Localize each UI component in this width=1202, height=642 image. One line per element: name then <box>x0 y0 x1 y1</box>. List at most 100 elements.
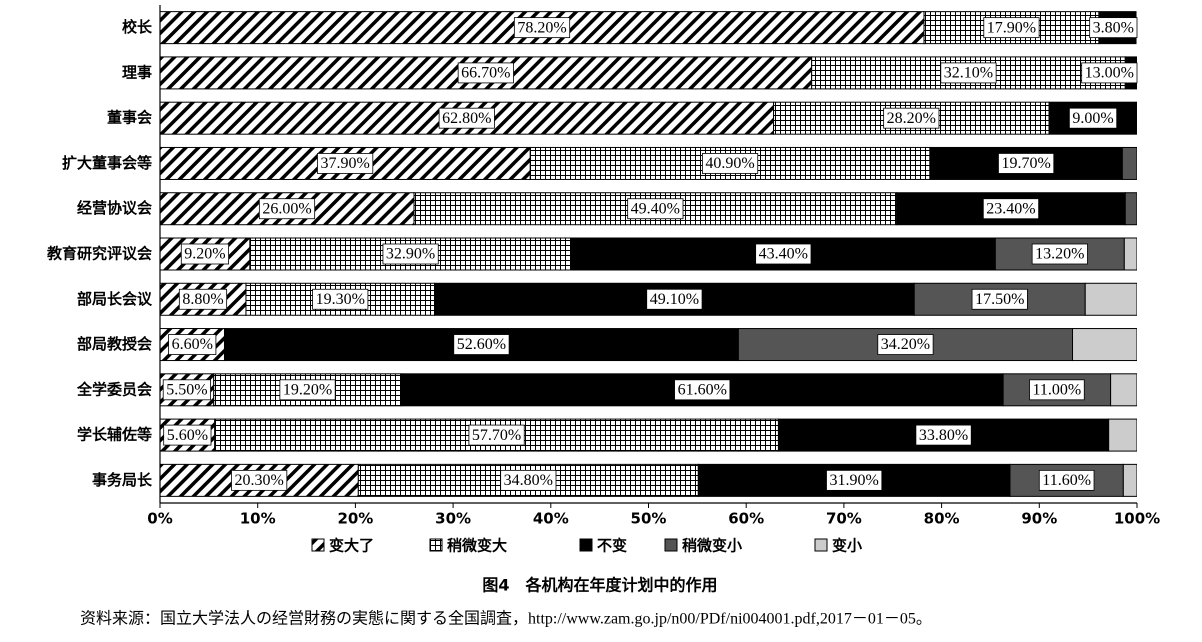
value-label: 49.40% <box>631 200 680 217</box>
value-label: 62.80% <box>442 110 491 127</box>
value-label-bg <box>258 198 316 220</box>
bar-segment <box>160 56 813 90</box>
value-label-bg <box>231 469 288 491</box>
y-tick-label: 部局教授会 <box>77 335 152 353</box>
legend-swatch <box>664 538 678 552</box>
value-label: 17.90% <box>987 19 1036 36</box>
bar-segment <box>1122 463 1137 497</box>
value-label: 37.90% <box>320 155 369 172</box>
plot-area <box>160 11 1137 497</box>
y-tick-label: 学长辅佐等 <box>77 426 152 444</box>
value-label: 28.20% <box>887 110 936 127</box>
value-label-bg <box>877 334 934 355</box>
x-tick-label: 80% <box>924 510 960 528</box>
value-label: 13.20% <box>1035 246 1084 263</box>
value-label-bg <box>755 243 812 265</box>
value-label-bg <box>178 288 228 310</box>
value-label-bg <box>513 17 571 39</box>
y-tick-label: 理事 <box>122 63 152 81</box>
y-tick-label: 全学委员会 <box>76 380 152 398</box>
value-label: 5.50% <box>166 381 207 398</box>
value-label-bg <box>500 469 557 491</box>
value-label-bg <box>674 379 731 401</box>
value-label-bg <box>312 288 369 310</box>
legend-swatch <box>429 538 443 552</box>
value-label-bg <box>382 243 439 265</box>
bar-segment <box>1084 282 1137 316</box>
value-label: 6.60% <box>172 336 213 353</box>
x-tick-label: 30% <box>435 510 471 528</box>
y-tick-label: 教育研究评议会 <box>46 245 152 263</box>
bar-segment <box>160 282 247 316</box>
bar-segment <box>357 463 699 497</box>
value-label: 52.60% <box>457 336 506 353</box>
value-label: 31.90% <box>829 472 878 489</box>
value-label: 11.00% <box>1033 381 1082 398</box>
value-label-bg <box>163 424 212 446</box>
value-label: 3.80% <box>1093 19 1134 36</box>
chart-title: 图4 各机构在年度计划中的作用 <box>482 576 717 595</box>
y-tick-label: 校长 <box>122 18 153 36</box>
y-tick-label: 事务局长 <box>92 471 153 489</box>
value-label-bg <box>982 198 1040 220</box>
x-tick-label: 0% <box>147 510 172 528</box>
value-label: 49.10% <box>650 291 699 308</box>
value-label: 32.10% <box>944 65 993 82</box>
bar-segment <box>1124 192 1137 226</box>
value-label: 9.20% <box>184 246 225 263</box>
bar-segment <box>1121 146 1137 180</box>
bar-segment <box>1009 463 1124 497</box>
value-label-bg <box>983 17 1040 39</box>
bar-segment <box>1072 328 1137 362</box>
value-label: 33.80% <box>919 427 968 444</box>
value-label-bg <box>883 107 940 129</box>
value-label-bg <box>279 379 336 401</box>
value-label-bg <box>453 334 510 355</box>
x-tick-label: 20% <box>337 510 373 528</box>
y-tick-label: 董事会 <box>107 109 152 127</box>
value-label: 19.20% <box>283 381 332 398</box>
legend-label: 变小 <box>832 537 862 555</box>
value-label: 8.80% <box>182 291 223 308</box>
legend-label: 变大了 <box>329 537 374 555</box>
value-label-bg <box>1081 62 1138 84</box>
x-tick-label: 100% <box>1114 510 1160 528</box>
value-label-bg <box>438 107 495 129</box>
value-label-bg <box>826 469 883 491</box>
value-label: 26.00% <box>262 200 311 217</box>
value-label: 17.50% <box>975 291 1024 308</box>
value-label: 61.60% <box>678 381 727 398</box>
bar-segment <box>929 146 1123 180</box>
value-label-bg <box>180 243 230 265</box>
value-label-bg <box>457 62 514 84</box>
value-label-bg <box>168 334 217 355</box>
bar-segment <box>1108 418 1137 452</box>
value-label-bg <box>971 288 1028 310</box>
value-label-bg <box>646 288 703 310</box>
x-tick-label: 60% <box>728 510 764 528</box>
value-label-bg <box>1029 379 1085 401</box>
value-label: 78.20% <box>517 19 566 36</box>
value-label: 20.30% <box>235 472 284 489</box>
legend-swatch <box>579 538 593 552</box>
legend-label: 稍微变大 <box>447 537 507 555</box>
bar-segment <box>1110 373 1137 407</box>
value-label-bg <box>702 153 759 174</box>
value-label-bg <box>1068 107 1118 129</box>
x-tick-label: 40% <box>533 510 569 528</box>
value-label: 34.80% <box>504 472 553 489</box>
x-tick-label: 10% <box>240 510 276 528</box>
value-label: 19.30% <box>316 291 365 308</box>
bar-segment <box>1123 237 1137 271</box>
value-label-bg <box>627 198 684 220</box>
value-label-bg <box>317 153 374 174</box>
source-note: 资料来源：国立大学法人の经営財務の実態に関する全国調査，http://www.z… <box>80 610 932 628</box>
value-label-bg <box>940 62 997 84</box>
value-label-bg <box>1031 243 1088 265</box>
value-label: 11.60% <box>1042 472 1091 489</box>
value-label-bg <box>998 153 1055 174</box>
value-label: 32.90% <box>386 246 435 263</box>
value-label: 57.70% <box>472 427 521 444</box>
legend-swatch <box>311 538 325 552</box>
